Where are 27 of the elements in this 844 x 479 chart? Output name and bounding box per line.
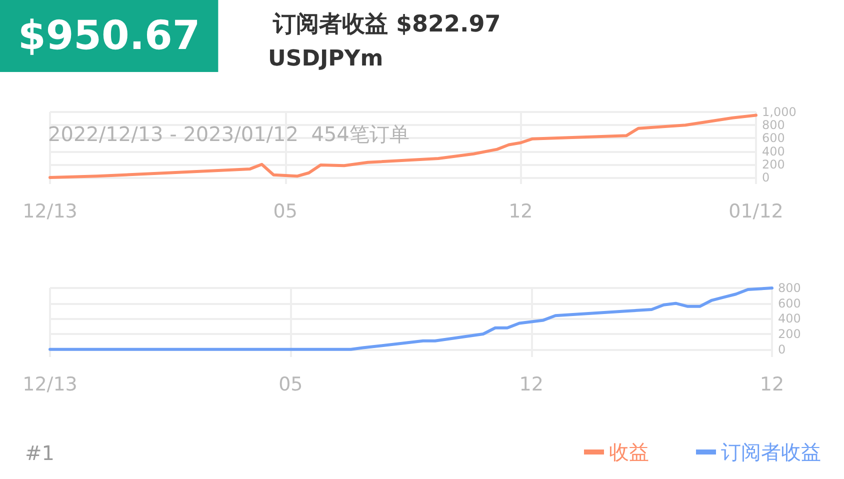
y-tick-label: 800 xyxy=(762,118,785,132)
text: #1 xyxy=(25,441,54,465)
y-tick-label: 200 xyxy=(778,327,801,341)
y-tick-label: 400 xyxy=(778,312,801,326)
chart-subtitle: 订阅者收益 $822.97 xyxy=(272,12,501,38)
chart-title: $950.67 xyxy=(18,13,200,59)
legend-label: 订阅者收益 xyxy=(721,440,821,464)
x-tick-label: 05 xyxy=(278,374,303,396)
line-series xyxy=(48,114,758,179)
x-tick-label: 12/13 xyxy=(22,200,78,222)
y-tick-label: 0 xyxy=(778,342,786,356)
y-tick-label: 200 xyxy=(762,157,785,172)
x-tick-label: 12 xyxy=(760,374,784,396)
y-tick-label: 0 xyxy=(762,170,770,184)
y-tick-label: 600 xyxy=(762,131,785,146)
x-tick-label: 12 xyxy=(508,200,533,222)
y-tick-label: 600 xyxy=(778,296,801,310)
y-tick-label: 400 xyxy=(762,144,785,158)
x-tick-label: 12 xyxy=(519,374,544,396)
y-tick-label: 800 xyxy=(778,281,801,295)
y-tick-label: 1,000 xyxy=(762,105,796,119)
annotation: 2022/12/13 - 2023/01/12 454笔订单 xyxy=(48,122,410,146)
legend-label: 收益 xyxy=(609,440,649,464)
text: USDJPYm xyxy=(268,46,384,72)
x-tick-label: 05 xyxy=(273,200,298,222)
x-tick-label: 01/12 xyxy=(728,200,784,222)
x-tick-label: 12/13 xyxy=(22,374,78,396)
